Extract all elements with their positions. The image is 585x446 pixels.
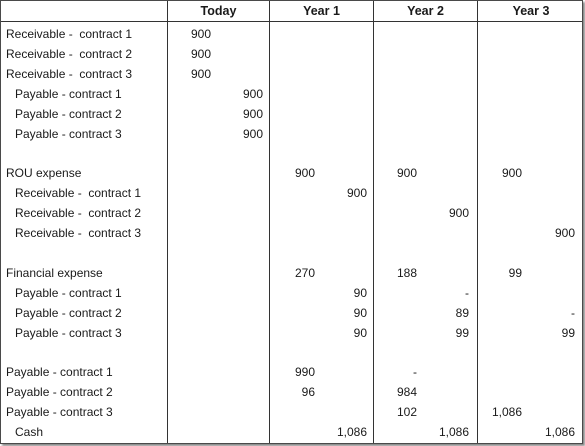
value-cell: 900 [190,46,211,61]
table-row: Payable - contract 1 990 - [1,362,582,382]
row-label: Receivable - contract 3 [15,226,142,240]
value-cell: 900 [554,226,575,240]
value-cell: 270 [294,265,315,280]
table-row: Receivable - contract 3 900 [1,223,582,243]
header-year-2: Year 2 [407,4,444,18]
value-cell: 99 [455,325,469,340]
table-row: Payable - contract 1 900 [1,84,582,104]
header-divider [1,21,582,22]
column-divider-today [167,1,168,443]
table-row: Payable - contract 2 96 984 [1,382,582,402]
table-row: Receivable - contract 2 900 [1,44,582,64]
table-row: Payable - contract 3 90 99 99 [1,323,582,343]
value-cell: 900 [346,186,367,201]
value-cell: 984 [396,385,417,400]
value-cell: 900 [190,27,211,41]
table-row: Payable - contract 1 90 - [1,283,582,303]
value-cell: 900 [242,106,263,121]
row-label: Payable - contract 2 [15,305,122,320]
row-label: Payable - contract 1 [15,285,122,300]
value-cell: - [571,305,575,320]
table-row: Receivable - contract 1 900 [1,24,582,44]
row-label: Financial expense [6,265,103,280]
value-cell: 102 [396,405,417,420]
row-label: Receivable - contract 2 [6,46,133,61]
table-row: Payable - contract 3 900 [1,124,582,144]
value-cell: 900 [242,126,263,141]
value-cell: 90 [353,285,367,300]
table-row: Payable - contract 3 102 1,086 [1,402,582,422]
header-year-3: Year 3 [512,4,550,18]
row-label: Receivable - contract 3 [6,66,133,81]
row-label: Receivable - contract 1 [6,27,133,41]
column-divider-year-3 [477,1,478,443]
row-label: Payable - contract 2 [6,385,113,400]
value-cell: 1,086 [491,405,522,420]
column-divider-year-2 [373,1,374,443]
row-label: Payable - contract 1 [15,86,122,101]
value-cell: 990 [294,365,315,380]
value-cell: 900 [448,206,469,221]
row-label: Payable - contract 2 [15,106,122,121]
value-cell: 1,086 [438,425,469,439]
row-label: Payable - contract 3 [15,325,122,340]
value-cell: 89 [455,305,469,320]
value-cell: 90 [353,305,367,320]
row-label: Payable - contract 3 [15,126,122,141]
value-cell: 96 [301,385,315,400]
table-row: Financial expense 270 188 99 [1,263,582,283]
table-row [1,342,582,362]
value-cell: 1,086 [544,425,575,439]
table-row: Receivable - contract 3 900 [1,64,582,84]
value-cell: - [465,285,469,300]
table-row: Receivable - contract 2 900 [1,203,582,223]
column-divider-year-1 [269,1,270,443]
row-label: Payable - contract 3 [6,405,113,420]
header-today: Today [200,4,237,18]
value-cell: 900 [242,86,263,101]
table-row: ROU expense 900 900 900 [1,163,582,183]
row-label: Receivable - contract 1 [15,186,142,201]
header-year-1: Year 1 [303,4,340,18]
table-row [1,143,582,163]
value-cell: 99 [561,325,575,340]
value-cell: 90 [353,325,367,340]
value-cell: - [413,365,417,380]
table-row: Payable - contract 2 90 89 - [1,303,582,323]
row-label: Cash [15,425,44,439]
value-cell: 900 [294,166,315,181]
value-cell: 99 [508,265,522,280]
table-row [1,243,582,263]
table-row: Receivable - contract 1 900 [1,183,582,203]
value-cell: 900 [396,166,417,181]
row-label: ROU expense [6,166,82,181]
value-cell: 188 [396,265,417,280]
row-label: Payable - contract 1 [6,365,113,380]
row-label: Receivable - contract 2 [15,206,142,221]
value-cell: 1,086 [336,425,367,439]
table-row: Cash 1,086 1,086 1,086 [1,422,582,442]
table-row: Payable - contract 2 900 [1,104,582,124]
value-cell: 900 [190,66,211,81]
value-cell: 900 [501,166,522,181]
